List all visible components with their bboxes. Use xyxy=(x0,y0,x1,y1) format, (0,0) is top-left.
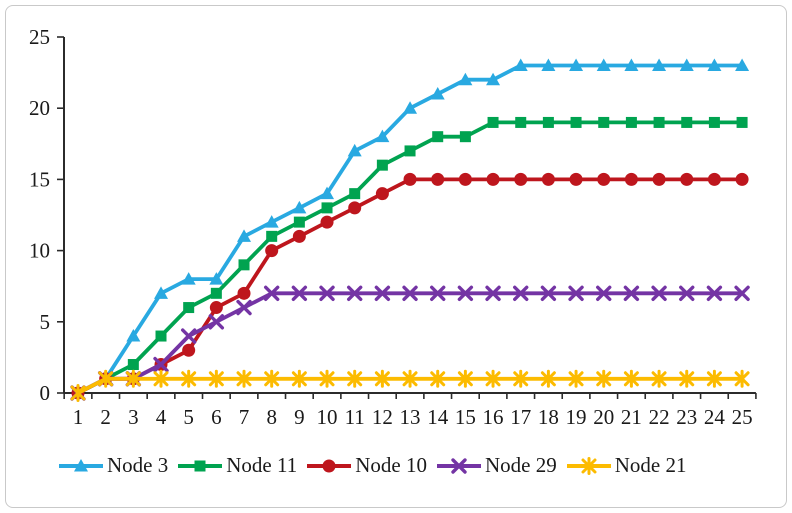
circle-swatch-icon xyxy=(307,459,352,472)
triangle-swatch-icon xyxy=(59,458,103,471)
svg-text:6: 6 xyxy=(211,405,222,429)
legend-item-node-29: Node 29 xyxy=(436,453,557,478)
series-node-21 xyxy=(70,369,750,402)
series-node-3 xyxy=(71,58,750,399)
chart-card xyxy=(5,5,787,508)
svg-text:14: 14 xyxy=(427,405,449,429)
svg-text:2: 2 xyxy=(100,405,111,429)
legend-label: Node 29 xyxy=(484,453,557,477)
svg-text:17: 17 xyxy=(510,405,531,429)
legend-label: Node 11 xyxy=(226,453,298,477)
svg-text:16: 16 xyxy=(483,405,504,429)
svg-text:8: 8 xyxy=(266,405,277,429)
legend-label: Node 21 xyxy=(614,453,687,477)
legend-label: Node 3 xyxy=(107,453,169,477)
legend: Node 3 Node 11 Node 10 Node 29 Node 21 xyxy=(58,453,686,478)
svg-text:10: 10 xyxy=(29,239,50,263)
svg-text:20: 20 xyxy=(29,96,50,120)
svg-text:18: 18 xyxy=(538,405,559,429)
series-node-10 xyxy=(71,172,749,400)
svg-text:4: 4 xyxy=(156,405,167,429)
series-node-29 xyxy=(70,285,750,401)
svg-text:10: 10 xyxy=(317,405,338,429)
legend-item-node-11: Node 11 xyxy=(177,453,297,478)
svg-text:3: 3 xyxy=(128,405,139,429)
legend-item-node-10: Node 10 xyxy=(306,453,427,478)
svg-text:1: 1 xyxy=(73,405,84,429)
svg-text:22: 22 xyxy=(649,405,670,429)
svg-text:20: 20 xyxy=(593,405,614,429)
svg-text:25: 25 xyxy=(29,25,50,49)
svg-text:15: 15 xyxy=(455,405,476,429)
legend-item-node-3: Node 3 xyxy=(58,453,168,478)
svg-text:23: 23 xyxy=(676,405,697,429)
svg-text:21: 21 xyxy=(621,405,642,429)
svg-text:24: 24 xyxy=(704,405,726,429)
svg-text:5: 5 xyxy=(183,405,194,429)
svg-text:15: 15 xyxy=(29,167,50,191)
svg-text:11: 11 xyxy=(345,405,365,429)
legend-item-node-21: Node 21 xyxy=(566,453,687,478)
svg-text:0: 0 xyxy=(40,381,51,405)
star-swatch-icon xyxy=(566,456,611,475)
svg-text:5: 5 xyxy=(40,310,51,334)
svg-text:25: 25 xyxy=(732,405,753,429)
svg-text:12: 12 xyxy=(372,405,393,429)
svg-text:19: 19 xyxy=(566,405,587,429)
svg-text:7: 7 xyxy=(239,405,250,429)
legend-label: Node 10 xyxy=(355,453,427,477)
svg-text:13: 13 xyxy=(400,405,421,429)
x-swatch-icon xyxy=(436,457,481,474)
svg-text:9: 9 xyxy=(294,405,305,429)
square-swatch-icon xyxy=(178,460,223,471)
